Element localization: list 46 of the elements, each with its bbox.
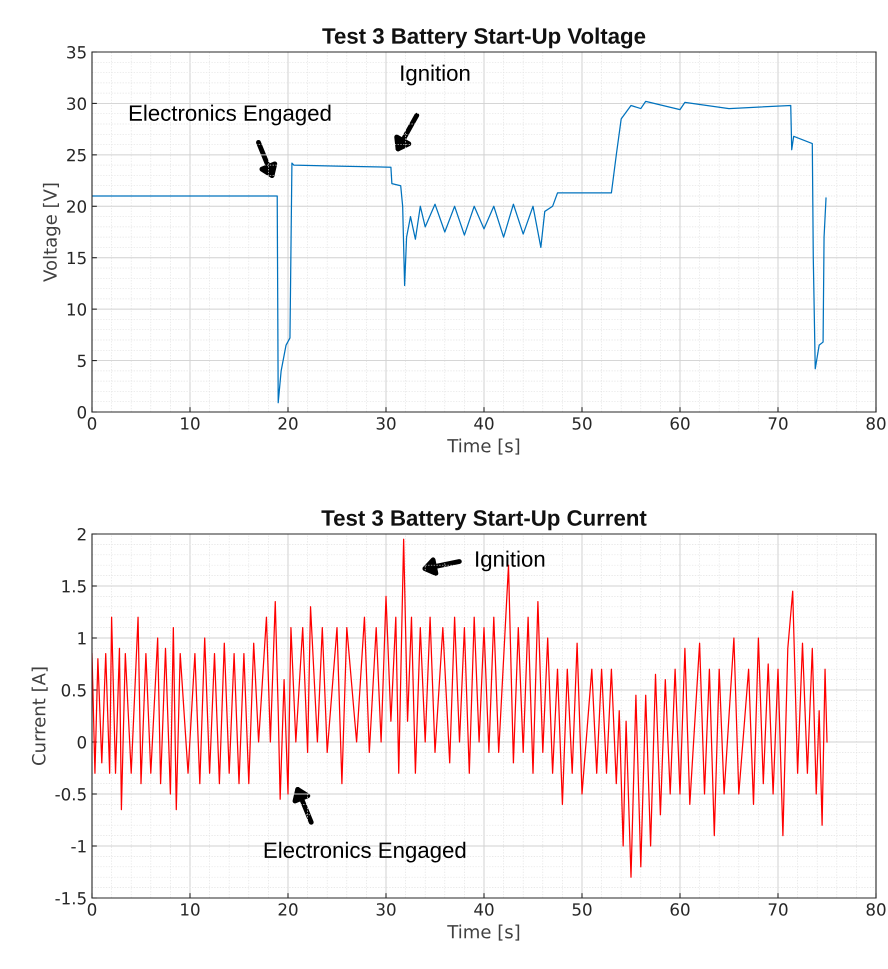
line-series [92,100,827,404]
x-tick-label: 30 [376,417,396,430]
x-axis-title: Time [s] [447,438,520,455]
y-tick-label: 0.5 [62,684,86,697]
annotation: Ignition [401,64,470,86]
y-tick-label: 10 [68,303,86,316]
y-axis-title: Current [A] [32,668,48,765]
y-tick-label: 1 [78,632,86,644]
y-tick-label: -1 [71,840,86,852]
x-tick-label: 70 [768,903,788,916]
y-tick-label: -1.5 [55,892,86,905]
x-tick-label: 60 [670,417,690,430]
annotation: Electronics Engaged [264,842,466,862]
y-tick-label: 35 [67,46,86,59]
x-tick-label: 40 [474,903,494,916]
x-tick-label: 20 [278,417,298,430]
x-tick-label: 10 [181,903,200,916]
y-tick-label: 20 [67,200,86,213]
y-tick-label: 0 [78,736,86,749]
x-tick-label: 0 [88,417,96,430]
x-tick-label: 10 [181,417,200,430]
x-tick-label: 0 [88,903,96,916]
x-tick-label: 80 [866,417,886,430]
y-tick-label: 1.5 [62,580,86,593]
x-tick-label: 50 [572,417,592,430]
y-tick-label: 15 [68,252,86,264]
x-tick-label: 60 [670,903,690,916]
x-axis-title: Time [s] [447,924,520,941]
x-tick-label: 20 [278,903,298,916]
y-tick-label: 25 [67,148,86,162]
y-tick-label: 2 [78,528,86,540]
x-tick-label: 80 [866,903,886,916]
y-tick-label: -0.5 [55,788,86,801]
annotation: Electronics Engaged [130,104,330,126]
annotation: Ignition [476,550,544,572]
line-series [92,538,828,878]
y-tick-label: 30 [67,97,86,110]
y-tick-label: 0 [78,406,86,419]
y-axis-title: Voltage [V] [42,184,60,282]
chart-title: Test 3 Battery Start-Up Current [321,510,647,530]
y-tick-label: 5 [78,354,86,368]
x-tick-label: 50 [572,903,592,916]
x-tick-label: 30 [376,903,396,916]
x-tick-label: 40 [474,417,494,430]
x-tick-label: 70 [768,417,788,430]
chart-title: Test 3 Battery Start-Up Voltage [322,28,646,48]
